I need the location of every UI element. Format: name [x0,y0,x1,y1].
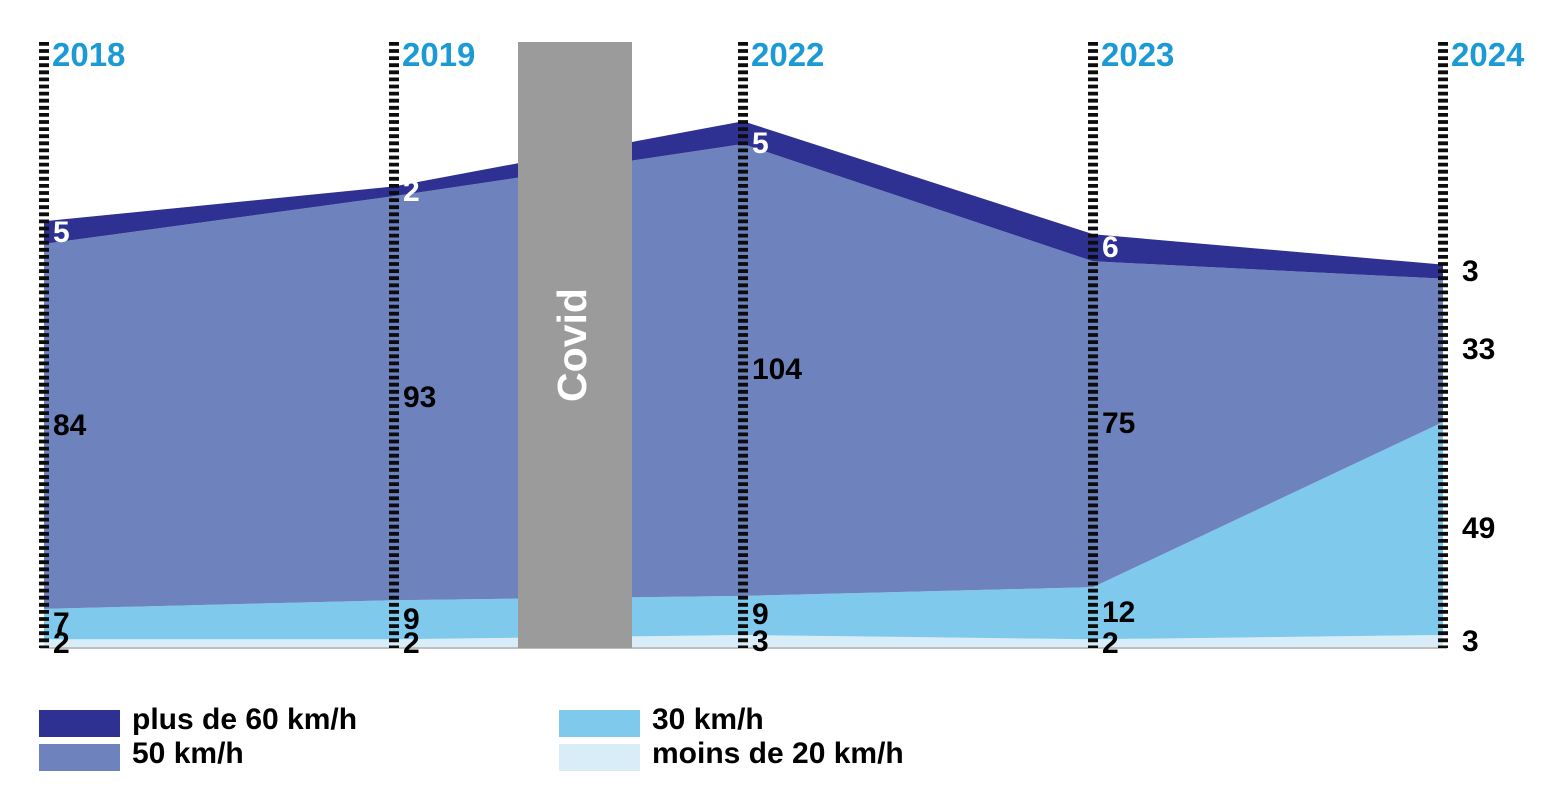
svg-text:Covid: Covid [549,288,595,402]
